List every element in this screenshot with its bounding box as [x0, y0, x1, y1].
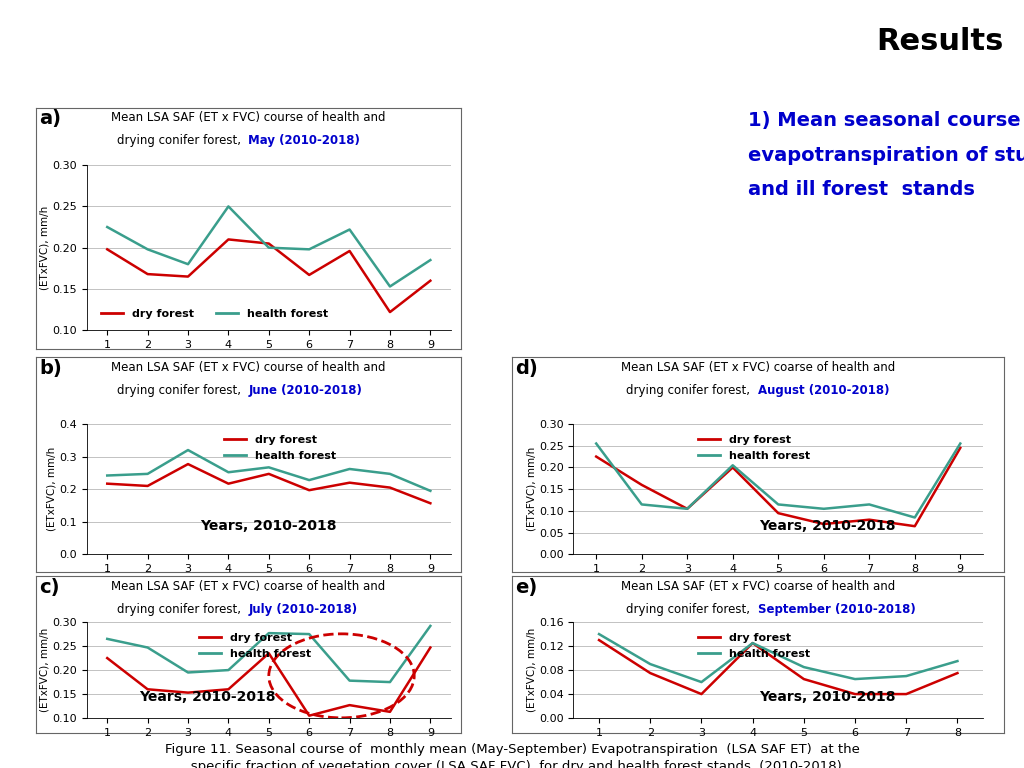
Text: Mean LSA SAF (ET x FVC) coarse of health and: Mean LSA SAF (ET x FVC) coarse of health… — [621, 580, 895, 593]
Legend: dry forest, health forest: dry forest, health forest — [96, 304, 333, 323]
Text: Mean LSA SAF (ET x FVC) course of health and: Mean LSA SAF (ET x FVC) course of health… — [111, 111, 386, 124]
Text: specific fraction of vegetation cover (LSA SAF FVC)  for dry and health forest s: specific fraction of vegetation cover (L… — [178, 760, 846, 768]
Legend: dry forest, health forest: dry forest, health forest — [693, 628, 815, 663]
Text: Figure 11. Seasonal course of  monthly mean (May-September) Evapotranspiration  : Figure 11. Seasonal course of monthly me… — [165, 743, 859, 756]
Text: 1) Mean seasonal course of LSASAF ET: 1) Mean seasonal course of LSASAF ET — [748, 111, 1024, 131]
Text: Mean LSA SAF (ET x FVC) course of health and: Mean LSA SAF (ET x FVC) course of health… — [111, 361, 386, 374]
Text: August (2010-2018): August (2010-2018) — [758, 384, 889, 397]
Y-axis label: (ETxFVC), mm/h: (ETxFVC), mm/h — [47, 447, 56, 531]
Text: Years, 2010-2018: Years, 2010-2018 — [759, 518, 896, 533]
Text: Results: Results — [877, 27, 1004, 56]
Text: Mean LSA SAF (ET x FVC) coarse of health and: Mean LSA SAF (ET x FVC) coarse of health… — [112, 580, 385, 593]
Text: d): d) — [515, 359, 538, 378]
Text: drying conifer forest,: drying conifer forest, — [627, 603, 758, 616]
Text: Mean LSA SAF (ET x FVC) coarse of health and: Mean LSA SAF (ET x FVC) coarse of health… — [621, 361, 895, 374]
Text: September (2010-2018): September (2010-2018) — [758, 603, 915, 616]
Text: drying conifer forest,: drying conifer forest, — [117, 384, 248, 397]
Legend: dry forest, health forest: dry forest, health forest — [693, 431, 815, 465]
Text: evapotranspiration of studied health: evapotranspiration of studied health — [748, 146, 1024, 165]
Text: July (2010-2018): July (2010-2018) — [248, 603, 357, 616]
Text: drying conifer forest,: drying conifer forest, — [117, 603, 248, 616]
Text: Years, 2010-2018: Years, 2010-2018 — [759, 690, 896, 704]
Legend: dry forest, health forest: dry forest, health forest — [195, 628, 315, 663]
Text: b): b) — [39, 359, 61, 378]
Text: May (2010-2018): May (2010-2018) — [248, 134, 360, 147]
Text: e): e) — [515, 578, 538, 597]
Y-axis label: (ETxFVC), mm/h: (ETxFVC), mm/h — [526, 628, 537, 712]
Legend: dry forest, health forest: dry forest, health forest — [220, 431, 341, 465]
Text: June (2010-2018): June (2010-2018) — [248, 384, 362, 397]
Text: a): a) — [39, 109, 60, 128]
Y-axis label: (ETxFVC), mm/h: (ETxFVC), mm/h — [526, 447, 537, 531]
Y-axis label: (ETxFVC), mm/h: (ETxFVC), mm/h — [40, 628, 50, 712]
Text: Years, 2010-2018: Years, 2010-2018 — [138, 690, 275, 704]
Text: drying conifer forest,: drying conifer forest, — [117, 134, 248, 147]
Y-axis label: (ETxFVC), mm/h: (ETxFVC), mm/h — [40, 206, 50, 290]
Text: Years, 2010-2018: Years, 2010-2018 — [201, 518, 337, 533]
Text: and ill forest  stands: and ill forest stands — [748, 180, 975, 200]
Text: c): c) — [39, 578, 59, 597]
Text: drying conifer forest,: drying conifer forest, — [627, 384, 758, 397]
